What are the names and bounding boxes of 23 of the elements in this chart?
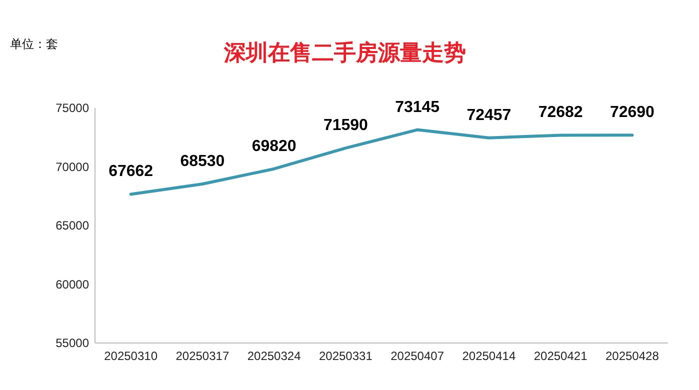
data-label: 72682 bbox=[538, 104, 583, 122]
y-axis-title: 单位：套 bbox=[10, 37, 58, 51]
x-tick-label: 20250407 bbox=[390, 349, 444, 363]
y-tick-label: 70000 bbox=[56, 160, 90, 174]
chart-title: 深圳在售二手房源量走势 bbox=[223, 40, 466, 65]
x-tick-label: 20250331 bbox=[318, 349, 373, 363]
data-label: 68530 bbox=[180, 153, 225, 170]
x-tick-label: 20250310 bbox=[104, 349, 158, 363]
y-tick-label: 65000 bbox=[56, 218, 90, 232]
data-label: 69820 bbox=[252, 138, 296, 155]
x-tick-label: 20250428 bbox=[605, 349, 660, 363]
data-label: 72457 bbox=[466, 106, 512, 124]
y-tick-label: 75000 bbox=[56, 101, 90, 115]
x-tick-label: 20250324 bbox=[247, 349, 302, 363]
x-tick-label: 20250414 bbox=[462, 349, 516, 363]
data-label: 73145 bbox=[395, 98, 440, 116]
x-tick-label: 20250317 bbox=[176, 349, 230, 363]
x-tick-label: 20250421 bbox=[534, 349, 588, 363]
y-tick-label: 55000 bbox=[56, 336, 90, 350]
data-label: 71590 bbox=[323, 117, 368, 134]
y-tick-label: 60000 bbox=[56, 277, 90, 292]
data-label: 67662 bbox=[108, 163, 154, 180]
data-label: 72690 bbox=[610, 104, 655, 122]
